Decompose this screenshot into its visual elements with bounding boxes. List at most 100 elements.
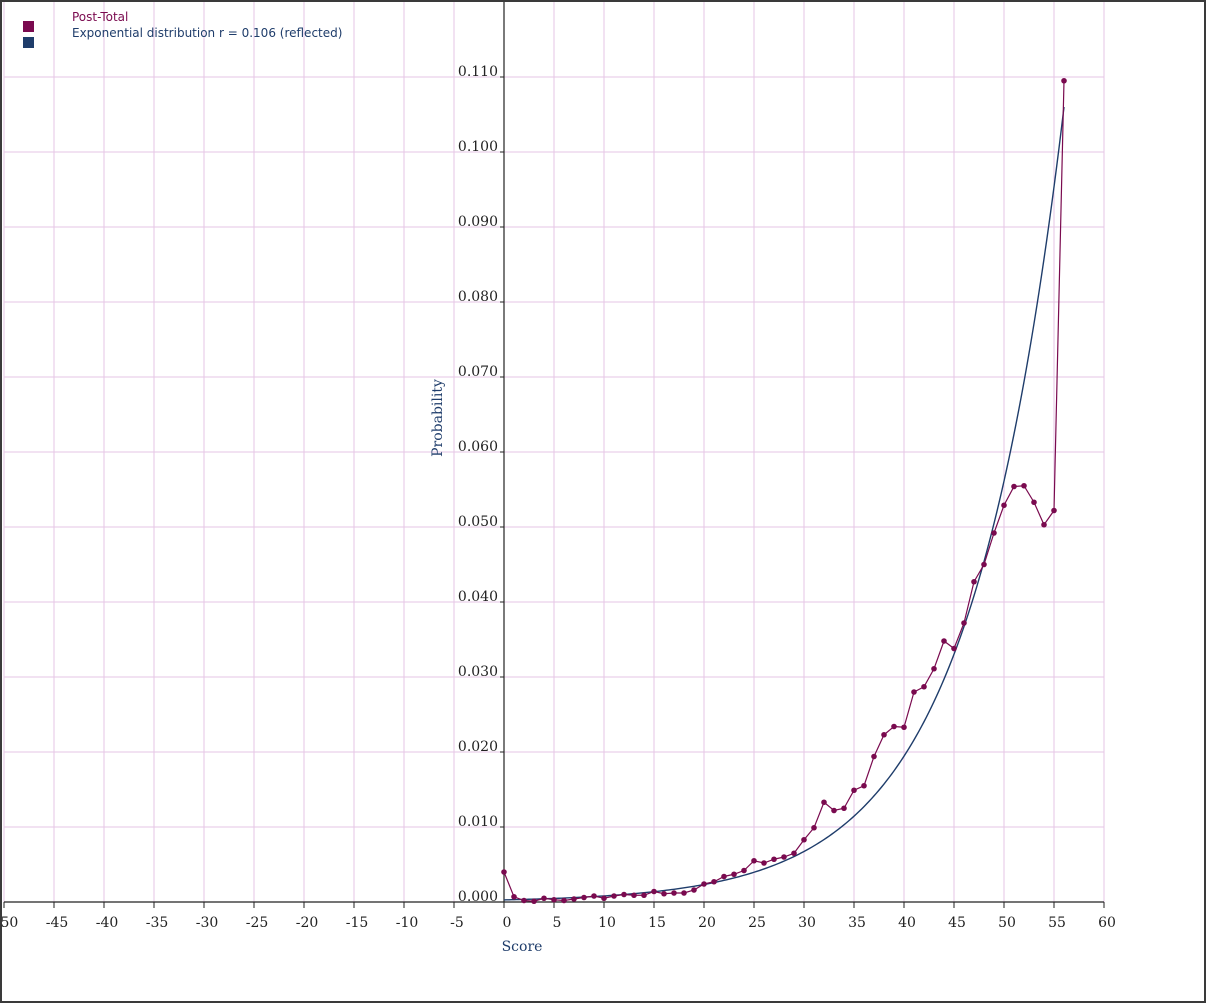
post-total-point [721,873,727,880]
post-total-point [781,854,787,860]
post-total-point [731,871,737,878]
post-total-point [891,723,897,730]
legend: Post-Total Exponential distribution r = … [23,10,342,48]
post-total-point [681,890,687,896]
y-tick-label: 0.060 [458,439,498,455]
post-total-point [881,731,887,738]
post-total-point [821,799,827,806]
x-tick-label: -25 [246,915,269,931]
post-total-point [661,890,667,897]
grid-lines [3,2,1105,903]
post-total-point [1011,483,1017,490]
x-tick-label: -10 [396,915,419,931]
x-tick-label: 55 [1048,915,1066,931]
x-axis-title: Score [502,939,543,955]
y-tick-label: 0.090 [458,214,498,230]
y-tick-label: 0.100 [458,139,498,155]
exponential-curve [503,106,1065,901]
x-tick-label: -30 [196,915,219,931]
post-total-point [771,856,777,863]
post-total-point [1031,499,1037,506]
x-tick-label: -5 [450,915,464,931]
post-total-point [1001,502,1007,509]
x-tick-label: 5 [553,915,562,931]
post-total-point [831,807,837,814]
y-axis-title: Probability [430,379,446,457]
post-total-point [601,895,607,902]
post-total-point [1041,521,1047,528]
y-tick-label: 0.080 [458,289,498,305]
y-tick-label: 0.070 [458,364,498,380]
post-total-point [531,898,537,905]
post-total-point [851,787,857,794]
x-tick-label: 30 [798,915,816,931]
x-tick-label: -35 [146,915,169,931]
post-total-point [631,892,637,899]
x-tick-label: -40 [96,915,119,931]
post-total-point [591,893,597,899]
post-total-point [901,724,907,731]
post-total-point [671,890,677,896]
x-tick-label: 10 [598,915,616,931]
x-tick-label: 25 [748,915,766,931]
y-tick-label: 0.010 [458,814,498,830]
post-total-point [621,891,627,898]
post-total-point [921,683,927,690]
post-total-point [991,530,997,536]
y-tick-label: 0.040 [458,589,498,605]
y-axis-ticks: 0.000 0.010 0.020 0.030 0.040 0.050 0.060 0.070… [458,64,504,905]
x-tick-label: 60 [1098,915,1116,931]
x-tick-label: 35 [848,915,866,931]
post-total-point [971,578,977,585]
x-tick-label: -20 [296,915,319,931]
x-tick-label: -15 [346,915,369,931]
post-total-point [551,896,557,903]
post-total-point [651,888,657,895]
post-total-point [791,850,797,857]
post-total-point [561,897,567,904]
post-total-point [691,887,697,893]
y-tick-label: 0.020 [458,739,498,755]
post-total-point [801,836,807,843]
post-total-point [841,805,847,812]
post-total-point [761,860,767,866]
post-total-point [741,867,747,874]
post-total-point [981,561,987,568]
y-tick-label: 0.030 [458,664,498,680]
post-total-point [1021,482,1027,489]
post-total-point [1051,507,1057,514]
post-total-point [951,645,957,652]
legend-label-exponential: Exponential distribution r = 0.106 (refl… [72,26,342,40]
post-total-point [1061,77,1067,84]
x-tick-label: 20 [698,915,716,931]
post-total-point [931,665,937,672]
y-tick-label: 0.000 [458,889,498,905]
post-total-point [501,869,507,875]
x-tick-label: 40 [898,915,916,931]
post-total-point [611,893,617,899]
x-tick-label: -45 [46,915,69,931]
post-total-point [701,881,707,887]
legend-swatch-post-total [23,21,34,32]
x-axis-ticks: -50-45-40-35-30-25-20-15-10-505101520253… [0,902,1116,931]
x-tick-label: -50 [0,915,18,931]
x-tick-label: 45 [948,915,966,931]
post-total-point [711,878,717,885]
x-tick-label: 50 [998,915,1016,931]
legend-swatch-exponential [23,37,34,48]
post-total-point [581,894,587,901]
y-tick-label: 0.050 [458,514,498,530]
x-tick-label: 15 [648,915,666,931]
post-total-point [751,857,757,864]
post-total-point [861,782,867,789]
post-total-point [641,892,647,899]
post-total-point [511,893,517,900]
post-total-point [521,897,527,904]
series-exponential [503,106,1065,901]
x-tick-label: 0 [503,915,512,931]
post-total-point [571,896,577,902]
post-total-line [503,80,1065,902]
post-total-point [961,620,967,626]
